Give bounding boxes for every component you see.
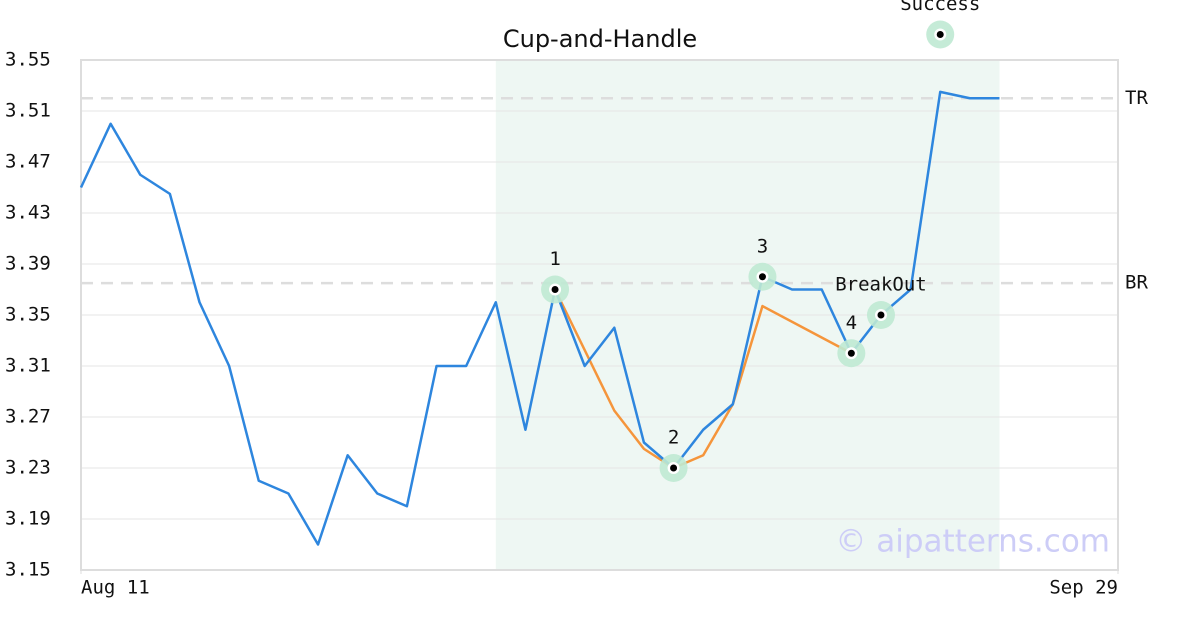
reference-label: TR (1125, 87, 1148, 109)
pattern-point (877, 311, 885, 319)
annotation-label: 2 (668, 427, 679, 449)
y-tick-label: 3.19 (5, 508, 51, 530)
y-tick-label: 3.39 (5, 253, 51, 275)
line (553, 288, 852, 470)
reference-label: BR (1125, 272, 1148, 294)
y-tick-label: 3.55 (5, 49, 51, 71)
pattern-point (758, 273, 766, 281)
plot-frame (80, 59, 1119, 571)
annotation-label: 1 (549, 248, 560, 270)
pattern-point (670, 464, 678, 472)
y-tick-label: 3.27 (5, 406, 51, 428)
y-tick-label: 3.47 (5, 151, 51, 173)
pattern-point (847, 349, 855, 357)
y-tick-label: 3.35 (5, 304, 51, 326)
x-tick-label: Aug 11 (81, 577, 150, 599)
annotation-label: Success (900, 0, 980, 15)
y-tick-label: 3.51 (5, 100, 51, 122)
y-tick-label: 3.15 (5, 559, 51, 581)
x-tick-label: Sep 29 (1049, 577, 1118, 599)
pattern-point (936, 31, 944, 38)
y-tick-label: 3.31 (5, 355, 51, 377)
y-tick-label: 3.43 (5, 202, 51, 224)
watermark: © aipatterns.com (835, 524, 1110, 560)
annotation-label: BreakOut (835, 274, 927, 296)
annotation-label: 3 (757, 235, 768, 257)
chart-title: Cup-and-Handle (503, 25, 697, 53)
annotation-label: 4 (846, 312, 857, 334)
pattern-point (551, 286, 559, 293)
y-tick-label: 3.23 (5, 457, 51, 479)
